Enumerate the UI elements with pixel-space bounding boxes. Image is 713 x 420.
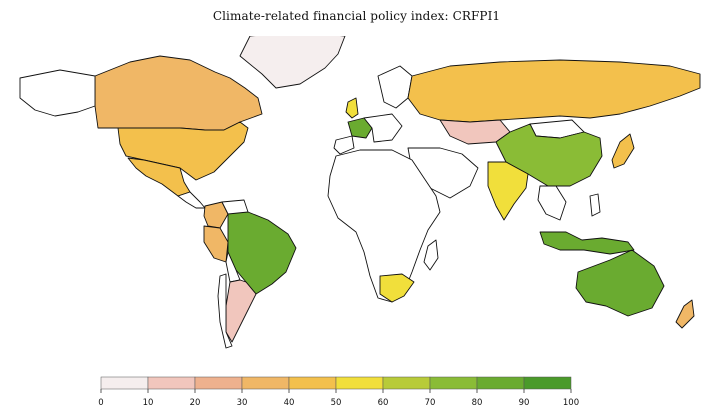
legend-color-bins: [100, 376, 572, 390]
region-indonesia: [539, 231, 635, 255]
region-russia: [407, 59, 701, 123]
region-philippines: [589, 193, 601, 217]
region-france: [347, 117, 373, 139]
region-japan: [611, 133, 635, 169]
legend-tick-labels: 0 10 20 30 40 50 60 70 80 90 100: [98, 389, 579, 408]
region-southeast-asia: [537, 185, 567, 221]
legend-tick-label: 70: [425, 398, 436, 408]
legend-bin: [429, 376, 478, 390]
legend-bin: [288, 376, 337, 390]
region-chile: [217, 273, 233, 349]
legend-tick-label: 10: [143, 398, 154, 408]
legend-bin: [523, 376, 572, 390]
region-new-zealand: [675, 299, 695, 329]
legend-bin: [335, 376, 384, 390]
legend-tick-label: 50: [331, 398, 342, 408]
region-canada: [94, 55, 263, 131]
legend-tick-label: 30: [237, 398, 248, 408]
map-title: Climate-related financial policy index: …: [212, 9, 501, 23]
legend-bin: [382, 376, 431, 390]
region-united-kingdom: [345, 97, 359, 119]
region-madagascar: [423, 239, 439, 271]
legend-tick-label: 80: [472, 398, 483, 408]
region-australia: [575, 249, 665, 317]
region-scandinavia: [377, 65, 413, 109]
region-central-america: [177, 191, 206, 209]
world-choropleth-map: [19, 36, 701, 349]
region-iberia: [333, 135, 355, 155]
legend-bin: [241, 376, 290, 390]
region-india: [487, 161, 529, 221]
region-bolivia: [225, 251, 241, 283]
region-peru: [203, 225, 229, 263]
legend-tick-label: 20: [190, 398, 201, 408]
region-central-europe: [363, 113, 403, 143]
color-legend: 0 10 20 30 40 50 60 70 80 90 100: [98, 376, 579, 408]
legend-bin: [147, 376, 196, 390]
legend-tick-label: 90: [519, 398, 530, 408]
legend-bin: [194, 376, 243, 390]
region-alaska: [19, 69, 96, 117]
legend-tick-label: 100: [563, 398, 579, 408]
legend-bin: [476, 376, 525, 390]
region-south-africa: [379, 273, 415, 303]
legend-tick-label: 0: [98, 398, 103, 408]
legend-tick-label: 40: [284, 398, 295, 408]
legend-tick-label: 60: [378, 398, 389, 408]
region-greenland: [239, 36, 346, 89]
region-argentina: [225, 279, 257, 343]
region-united-states: [117, 121, 249, 181]
legend-bin: [100, 376, 149, 390]
